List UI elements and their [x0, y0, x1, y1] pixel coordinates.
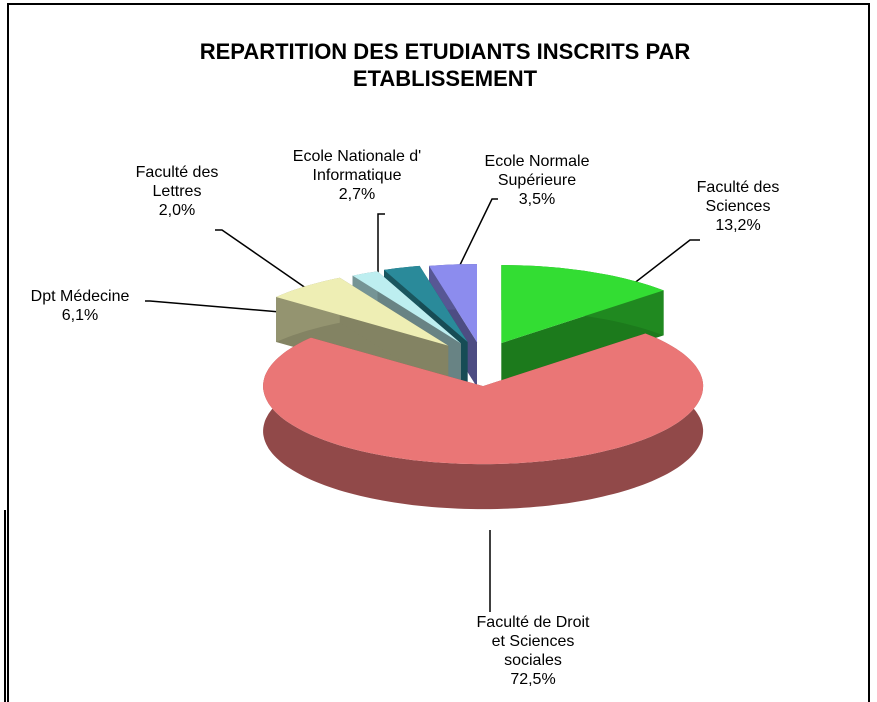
value-label: 2,7% [338, 186, 376, 203]
category-label: Ecole Nationale d' Informatique [292, 148, 422, 184]
slice [352, 271, 461, 344]
value-label: 3,5% [518, 191, 556, 208]
slice [263, 333, 704, 465]
slice [384, 265, 468, 342]
leader-line [377, 213, 385, 297]
data-label: Ecole Nationale d' Informatique 2,7% [277, 147, 437, 204]
slice [276, 277, 449, 346]
chart-title: REPARTITION DES ETUDIANTS INSCRITS PAR E… [199, 39, 691, 91]
slice-side [263, 333, 704, 510]
data-label: Faculté des Sciences 13,2% [683, 178, 793, 235]
category-label: Faculté de Droit et Sciences sociales [476, 614, 590, 669]
leader-line [145, 300, 293, 314]
slice [501, 265, 664, 344]
value-label: 72,5% [510, 671, 556, 688]
value-label: 13,2% [715, 217, 761, 234]
value-label: 2,0% [158, 202, 196, 219]
leader-line [215, 229, 327, 303]
data-label: Faculté des Lettres 2,0% [127, 163, 227, 220]
category-label: Ecole Normale Supérieure [484, 153, 590, 189]
category-label: Faculté des Sciences [696, 179, 780, 215]
data-label: Ecole Normale Supérieure 3,5% [477, 152, 597, 209]
leader-line [614, 239, 700, 299]
frame [7, 3, 870, 702]
slice [429, 264, 477, 343]
category-label: Dpt Médecine [30, 288, 130, 305]
leader-lines [145, 198, 700, 612]
data-label: Faculté de Droit et Sciences sociales 72,… [468, 613, 598, 689]
category-label: Faculté des Lettres [135, 164, 219, 200]
data-label: Dpt Médecine 6,1% [10, 287, 150, 325]
pie [263, 264, 704, 510]
value-label: 6,1% [61, 307, 99, 324]
